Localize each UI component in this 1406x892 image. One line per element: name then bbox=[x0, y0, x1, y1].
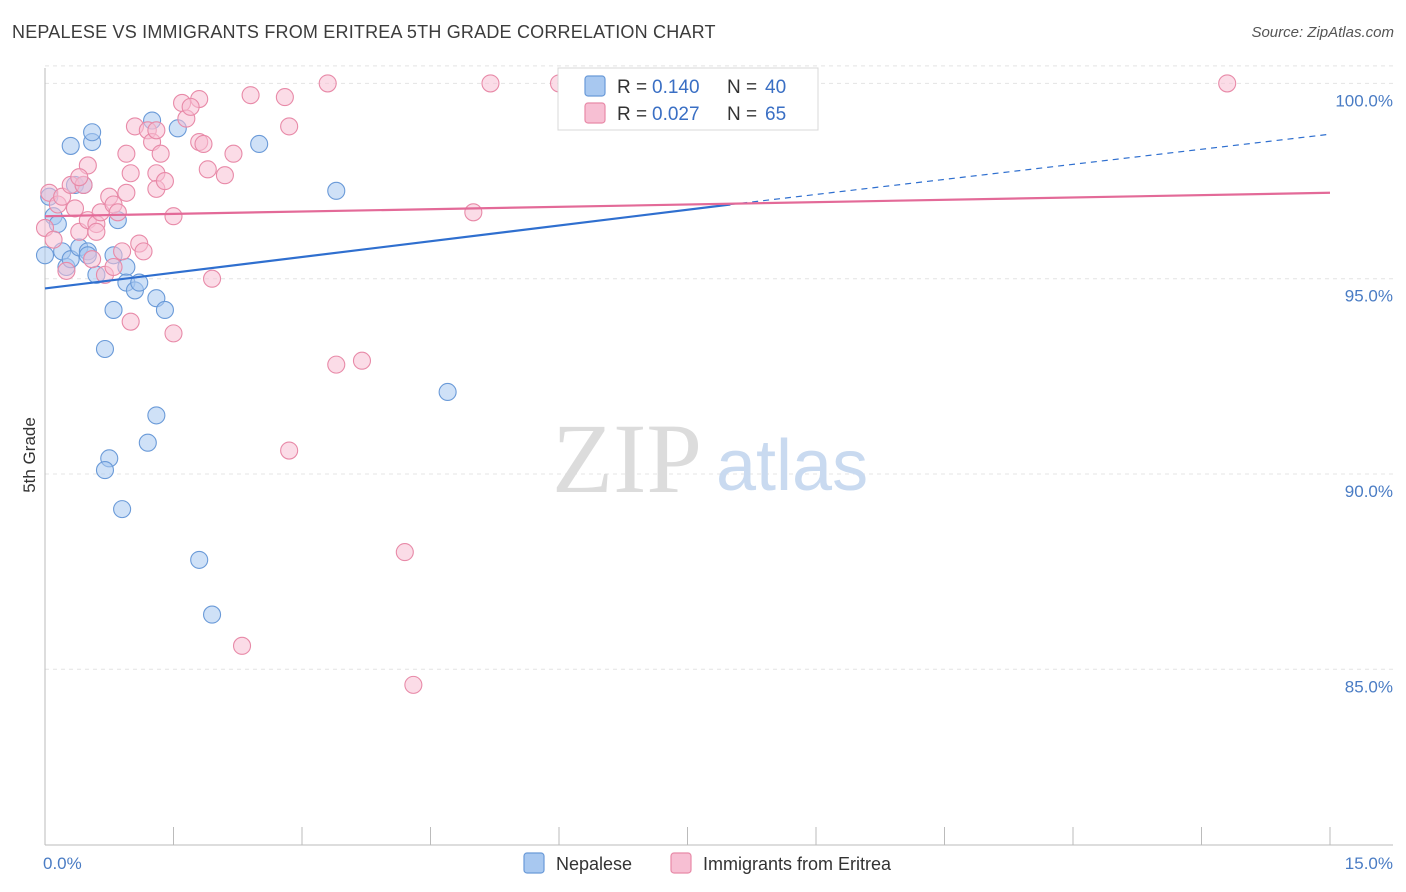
legend-r-label-1: R = bbox=[617, 77, 647, 98]
point-nepalese bbox=[61, 136, 80, 155]
legend-r-value-1: 0.140 bbox=[652, 77, 700, 98]
point-eritrea bbox=[147, 121, 166, 140]
legend-n-value-2: 65 bbox=[765, 104, 786, 125]
legend-swatch-nepalese bbox=[584, 75, 606, 97]
chart-source: Source: ZipAtlas.com bbox=[1251, 24, 1394, 41]
watermark: ZIP atlas bbox=[552, 403, 868, 514]
point-eritrea bbox=[121, 312, 140, 331]
point-eritrea bbox=[117, 144, 136, 163]
trend-line-nepalese bbox=[44, 203, 731, 290]
y-tick-label: 100.0% bbox=[1335, 91, 1393, 110]
point-nepalese bbox=[155, 300, 174, 320]
point-nepalese bbox=[113, 500, 132, 519]
point-eritrea bbox=[113, 242, 132, 261]
point-eritrea bbox=[241, 86, 260, 105]
bottom-legend: Nepalese Immigrants from Eritrea bbox=[523, 852, 892, 874]
point-eritrea bbox=[395, 543, 414, 562]
bottom-legend-swatch-nepalese bbox=[523, 852, 545, 874]
point-eritrea bbox=[404, 675, 423, 694]
point-eritrea bbox=[194, 134, 213, 154]
point-nepalese bbox=[190, 550, 209, 569]
x-tick-max: 15.0% bbox=[1345, 854, 1393, 873]
point-eritrea bbox=[198, 160, 217, 179]
point-eritrea bbox=[108, 203, 127, 222]
legend-swatch-eritrea bbox=[584, 102, 606, 124]
point-eritrea bbox=[44, 230, 63, 249]
point-eritrea bbox=[83, 250, 102, 269]
point-eritrea bbox=[232, 636, 252, 655]
trend-line-eritrea bbox=[44, 191, 1331, 218]
legend-n-label-2: N = bbox=[727, 104, 757, 125]
point-eritrea bbox=[65, 199, 85, 218]
point-eritrea bbox=[224, 144, 243, 163]
data-points bbox=[35, 74, 1237, 694]
point-eritrea bbox=[1218, 74, 1237, 93]
point-nepalese bbox=[250, 134, 269, 154]
legend-n-value-1: 40 bbox=[765, 77, 786, 98]
legend-r-value-2: 0.027 bbox=[652, 104, 700, 125]
point-eritrea bbox=[121, 164, 140, 183]
point-nepalese bbox=[104, 300, 123, 320]
point-eritrea bbox=[87, 222, 106, 241]
watermark-atlas: atlas bbox=[716, 426, 868, 506]
point-eritrea bbox=[164, 207, 183, 226]
point-nepalese bbox=[35, 246, 55, 265]
point-eritrea bbox=[104, 257, 123, 277]
y-axis-label: 5th Grade bbox=[20, 417, 39, 493]
point-eritrea bbox=[275, 88, 294, 107]
point-eritrea bbox=[464, 203, 483, 222]
point-eritrea bbox=[203, 269, 222, 288]
point-eritrea bbox=[318, 74, 337, 93]
point-eritrea bbox=[151, 144, 170, 163]
chart-title: NEPALESE VS IMMIGRANTS FROM ERITREA 5TH … bbox=[12, 22, 716, 42]
gridlines bbox=[45, 65, 1393, 670]
point-nepalese bbox=[203, 605, 222, 624]
point-eritrea bbox=[481, 74, 500, 93]
point-nepalese bbox=[327, 181, 346, 200]
point-nepalese bbox=[438, 382, 457, 402]
point-eritrea bbox=[155, 172, 174, 191]
legend-r-label-2: R = bbox=[617, 104, 647, 125]
point-eritrea bbox=[181, 97, 200, 116]
bottom-legend-eritrea: Immigrants from Eritrea bbox=[703, 854, 892, 874]
point-eritrea bbox=[327, 355, 346, 374]
point-nepalese bbox=[138, 433, 157, 452]
y-tick-label: 85.0% bbox=[1345, 677, 1393, 696]
point-eritrea bbox=[57, 261, 76, 280]
x-tick-min: 0.0% bbox=[43, 854, 82, 873]
y-tick-label: 95.0% bbox=[1345, 287, 1393, 306]
point-eritrea bbox=[352, 351, 372, 370]
y-tick-labels: 85.0% 90.0% 95.0% 100.0% bbox=[1335, 91, 1393, 696]
trend-lines bbox=[44, 133, 1331, 290]
point-eritrea bbox=[280, 117, 299, 136]
point-nepalese bbox=[95, 461, 115, 480]
point-eritrea bbox=[164, 324, 183, 343]
point-eritrea bbox=[117, 183, 136, 202]
watermark-zip: ZIP bbox=[552, 403, 702, 514]
bottom-legend-nepalese: Nepalese bbox=[556, 854, 632, 874]
point-nepalese bbox=[95, 339, 115, 359]
point-eritrea bbox=[215, 166, 234, 185]
y-tick-label: 90.0% bbox=[1345, 482, 1393, 501]
point-eritrea bbox=[280, 441, 299, 460]
point-nepalese bbox=[83, 123, 102, 142]
legend-n-label-1: N = bbox=[727, 77, 757, 98]
point-eritrea bbox=[70, 168, 89, 187]
trend-line-nepalese-extension bbox=[730, 133, 1331, 206]
legend: R = 0.140 N = 40 R = 0.027 N = 65 bbox=[557, 67, 819, 131]
point-eritrea bbox=[134, 242, 153, 261]
point-nepalese bbox=[147, 406, 166, 425]
bottom-legend-swatch-eritrea bbox=[670, 852, 692, 874]
